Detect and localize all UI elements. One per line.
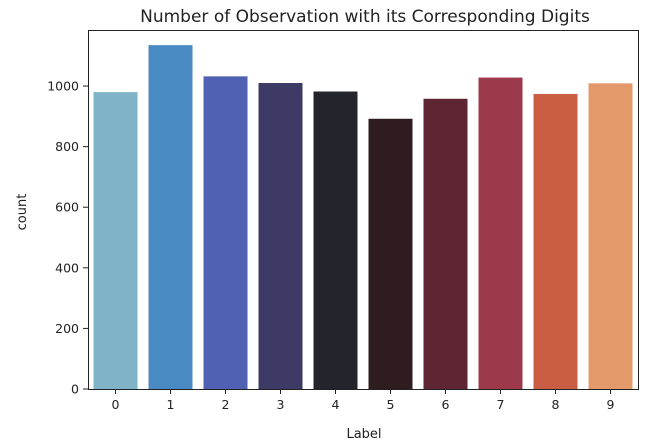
x-tick-label: 4 — [332, 397, 340, 412]
chart-title: Number of Observation with its Correspon… — [140, 7, 590, 27]
x-tick-label: 8 — [552, 397, 560, 412]
x-tick-label: 7 — [497, 397, 505, 412]
x-tick-label: 2 — [222, 397, 230, 412]
bar-0 — [93, 92, 138, 390]
x-tick-label: 3 — [277, 397, 285, 412]
x-tick-label: 0 — [112, 397, 120, 412]
y-tick-label: 200 — [55, 321, 79, 336]
x-tick-label: 9 — [607, 397, 615, 412]
x-axis: 0 1 2 3 4 5 6 7 8 9 — [112, 389, 615, 412]
x-tick-label: 5 — [387, 397, 395, 412]
y-axis: 0 200 400 600 800 1000 — [47, 79, 88, 397]
y-tick-label: 0 — [71, 382, 79, 397]
bar-4 — [313, 91, 358, 389]
bar-5 — [368, 118, 413, 390]
bar-7 — [478, 77, 523, 389]
x-tick-label: 1 — [167, 397, 175, 412]
y-tick-label: 600 — [55, 200, 79, 215]
bar-6 — [423, 98, 468, 390]
x-axis-label: Label — [346, 427, 381, 442]
bars-group — [93, 45, 633, 390]
bar-3 — [258, 83, 303, 390]
bar-2 — [203, 76, 248, 389]
y-tick-label: 400 — [55, 260, 79, 275]
bar-1 — [148, 45, 193, 390]
y-tick-label: 800 — [55, 139, 79, 154]
bar-9 — [588, 83, 633, 389]
y-axis-label: count — [15, 194, 30, 231]
plot-frame — [88, 30, 639, 390]
bar-8 — [533, 93, 578, 390]
y-tick-label: 1000 — [47, 79, 79, 94]
x-tick-label: 6 — [442, 397, 450, 412]
